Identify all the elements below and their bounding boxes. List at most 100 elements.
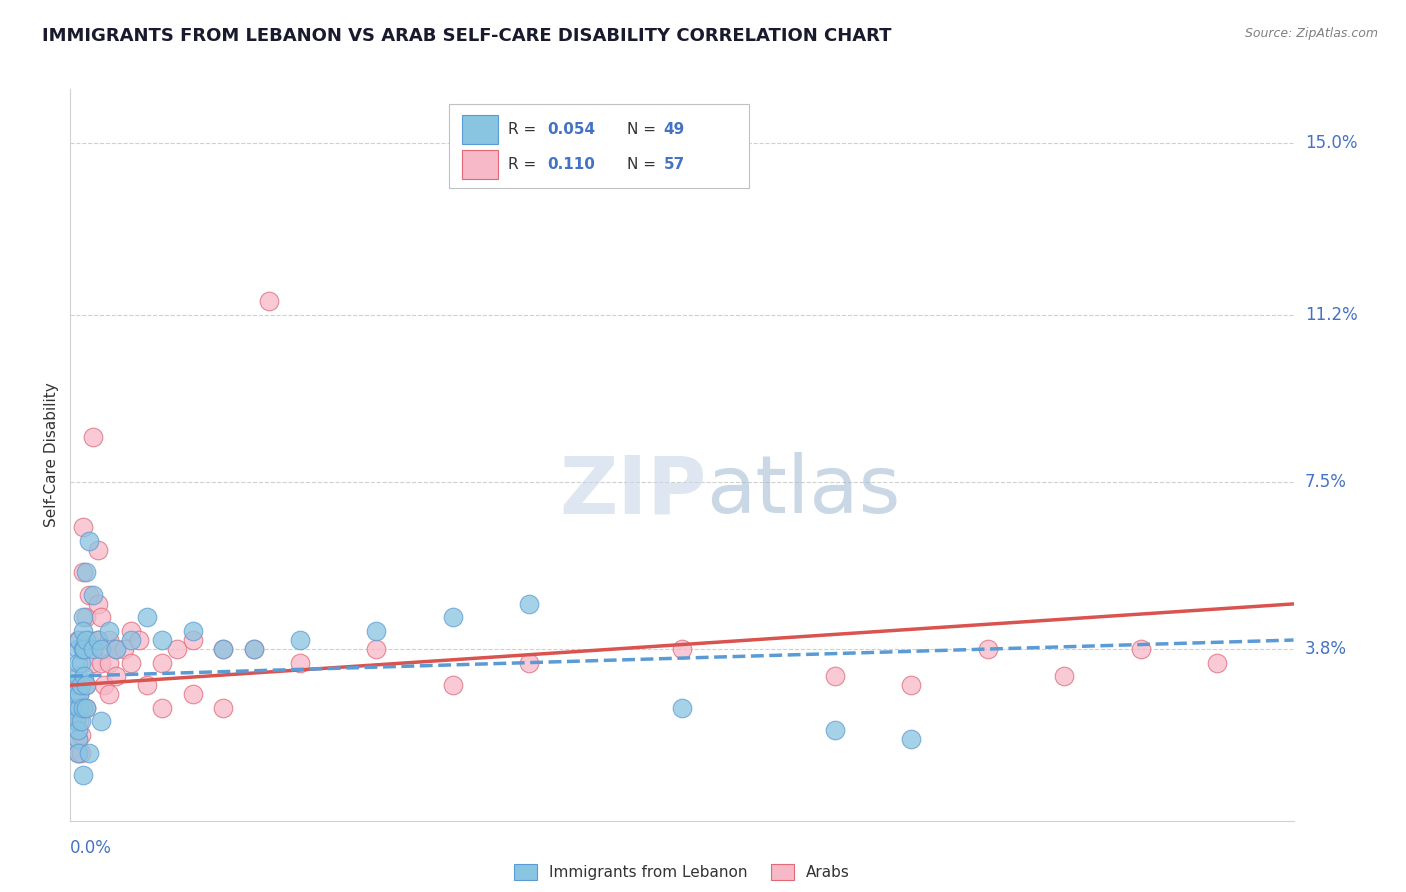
Text: N =: N =	[627, 122, 661, 137]
Point	[150, 656, 173, 670]
Point	[70, 678, 93, 692]
Point	[70, 656, 93, 670]
Text: atlas: atlas	[706, 452, 901, 531]
Point	[75, 642, 97, 657]
Point	[82, 430, 104, 444]
Point	[70, 746, 93, 760]
Point	[93, 642, 115, 657]
Point	[671, 700, 693, 714]
Point	[90, 610, 112, 624]
Y-axis label: Self-Care Disability: Self-Care Disability	[44, 383, 59, 527]
Text: 0.110: 0.110	[547, 157, 595, 172]
Point	[75, 610, 97, 624]
Point	[75, 678, 97, 692]
Point	[900, 732, 922, 747]
Point	[212, 642, 235, 657]
Point	[70, 728, 93, 742]
Point	[121, 656, 143, 670]
Point	[105, 642, 128, 657]
Text: 49: 49	[664, 122, 685, 137]
Point	[72, 520, 94, 534]
Point	[366, 624, 388, 638]
Point	[75, 700, 97, 714]
Point	[66, 732, 89, 747]
Point	[66, 642, 89, 657]
FancyBboxPatch shape	[461, 115, 499, 144]
Point	[82, 656, 104, 670]
Point	[69, 633, 91, 648]
Point	[212, 642, 235, 657]
Text: 57: 57	[664, 157, 685, 172]
Point	[66, 723, 89, 738]
Point	[121, 624, 143, 638]
Text: IMMIGRANTS FROM LEBANON VS ARAB SELF-CARE DISABILITY CORRELATION CHART: IMMIGRANTS FROM LEBANON VS ARAB SELF-CAR…	[42, 27, 891, 45]
Point	[65, 714, 87, 729]
Point	[77, 633, 100, 648]
Point	[90, 656, 112, 670]
Point	[181, 687, 204, 701]
Point	[105, 642, 128, 657]
FancyBboxPatch shape	[461, 150, 499, 179]
Point	[97, 687, 120, 701]
Text: Source: ZipAtlas.com: Source: ZipAtlas.com	[1244, 27, 1378, 40]
Point	[1053, 669, 1076, 683]
Point	[72, 768, 94, 782]
Point	[976, 642, 998, 657]
Point	[366, 642, 388, 657]
Legend: Immigrants from Lebanon, Arabs: Immigrants from Lebanon, Arabs	[508, 858, 856, 886]
Point	[257, 294, 280, 309]
Point	[824, 723, 846, 738]
Point	[135, 678, 157, 692]
Point	[90, 714, 112, 729]
Point	[75, 700, 97, 714]
Point	[63, 678, 86, 692]
Point	[75, 566, 97, 580]
Point	[150, 633, 173, 648]
Point	[900, 678, 922, 692]
Text: 0.0%: 0.0%	[70, 838, 112, 857]
Point	[105, 669, 128, 683]
Point	[63, 678, 86, 692]
Point	[77, 533, 100, 548]
Point	[66, 746, 89, 760]
Point	[181, 633, 204, 648]
Point	[72, 624, 94, 638]
Point	[288, 633, 311, 648]
Point	[72, 642, 94, 657]
Point	[1206, 656, 1229, 670]
Point	[69, 714, 91, 729]
Point	[69, 687, 91, 701]
Text: 7.5%: 7.5%	[1305, 473, 1347, 491]
Point	[66, 656, 89, 670]
Point	[72, 610, 94, 624]
FancyBboxPatch shape	[450, 103, 749, 188]
Point	[97, 633, 120, 648]
Point	[181, 624, 204, 638]
Point	[243, 642, 266, 657]
Point	[73, 642, 96, 657]
Point	[824, 669, 846, 683]
Text: R =: R =	[508, 122, 541, 137]
Point	[166, 642, 188, 657]
Text: ZIP: ZIP	[560, 452, 706, 531]
Point	[87, 633, 110, 648]
Point	[121, 633, 143, 648]
Point	[66, 633, 89, 648]
Point	[72, 700, 94, 714]
Point	[87, 542, 110, 557]
Point	[75, 633, 97, 648]
Text: 11.2%: 11.2%	[1305, 306, 1357, 324]
Point	[87, 597, 110, 611]
Point	[517, 656, 540, 670]
Text: N =: N =	[627, 157, 661, 172]
Point	[82, 642, 104, 657]
Point	[66, 746, 89, 760]
Point	[150, 700, 173, 714]
Text: 15.0%: 15.0%	[1305, 135, 1357, 153]
Point	[75, 678, 97, 692]
Point	[69, 687, 91, 701]
Point	[1129, 642, 1152, 657]
Point	[97, 624, 120, 638]
Point	[70, 714, 93, 729]
Point	[112, 642, 135, 657]
